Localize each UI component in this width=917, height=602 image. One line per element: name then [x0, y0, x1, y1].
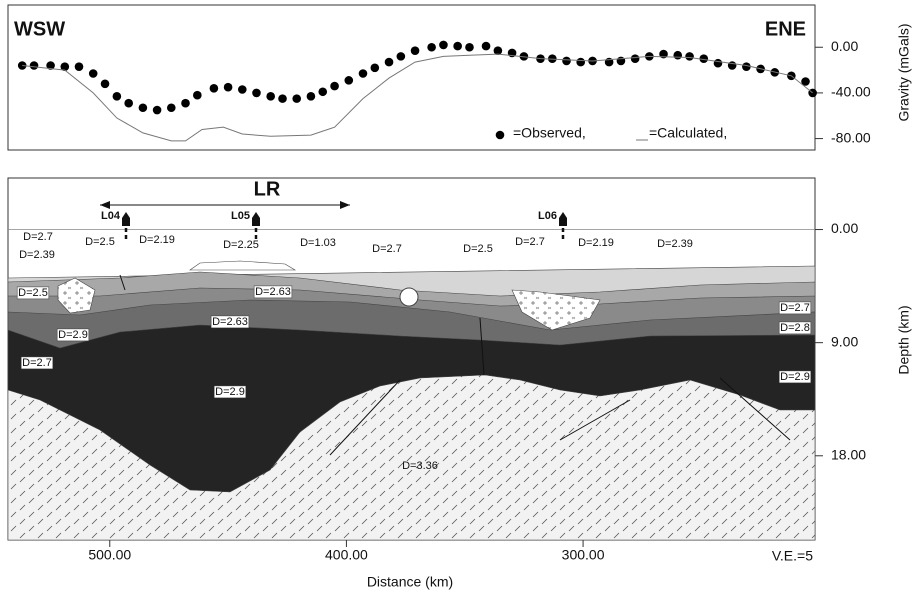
density-label: D=2.7: [23, 231, 53, 243]
station-label: L06: [538, 210, 557, 222]
observed-point: [453, 42, 462, 51]
observed-point: [266, 92, 275, 101]
x-axis-title: Distance (km): [367, 574, 453, 590]
observed-point: [113, 92, 122, 101]
density-label: D=2.8: [780, 322, 810, 334]
observed-point: [139, 103, 148, 112]
observed-point: [252, 89, 261, 98]
observed-point: [75, 62, 84, 71]
observed-point: [728, 61, 737, 70]
y-axis-title: Gravity (mGals): [896, 24, 912, 122]
density-label: D=2.63: [255, 286, 291, 298]
density-label: D=2.63: [212, 316, 248, 328]
left-label: WSW: [14, 18, 65, 40]
density-label: D=2.9: [780, 371, 810, 383]
station-marker: [122, 212, 130, 226]
density-label: D=2.5: [18, 287, 48, 299]
figure: 0.00 -40.00 -80.00 WSW ENE Gravity (mGals) =Ob…: [0, 0, 917, 597]
note: V.E.=5: [772, 548, 813, 564]
density-label: D=2.39: [19, 249, 55, 261]
observed-point: [124, 99, 133, 108]
density-label: D=3.36: [402, 460, 438, 472]
observed-point: [307, 92, 316, 101]
y-tick-label: 0.00: [831, 38, 858, 54]
density-label: D=2.7: [515, 236, 545, 248]
density-label: D=2.9: [58, 329, 88, 341]
station-label: L05: [231, 210, 250, 222]
observed-point: [482, 42, 491, 51]
observed-point: [210, 84, 219, 93]
y-tick-label: 18.00: [831, 446, 866, 462]
observed-point: [685, 52, 694, 61]
observed-point: [465, 43, 474, 52]
observed-point: [397, 52, 406, 61]
observed-point: [371, 63, 380, 72]
observed-point: [631, 54, 640, 63]
observed-point: [562, 57, 571, 66]
station-marker: [252, 212, 260, 226]
observed-point: [344, 76, 353, 85]
density-label: D=2.7: [22, 357, 52, 369]
x-tick-label: 500.00: [88, 547, 131, 563]
legend-marker: [496, 131, 505, 140]
y-tick-label: -40.00: [831, 84, 871, 100]
observed-point: [385, 58, 394, 67]
legend-label: =Calculated,: [649, 125, 727, 141]
observed-point: [30, 61, 39, 70]
observed-point: [330, 82, 339, 91]
density-label: D=2.25: [223, 239, 259, 251]
observed-point: [89, 69, 98, 78]
density-label: D=1.03: [300, 237, 336, 249]
observed-point: [193, 91, 202, 100]
intrusion: [400, 288, 418, 306]
cross-section: [8, 261, 815, 540]
y-tick-label: -80.00: [831, 129, 871, 145]
observed-point: [359, 69, 368, 78]
observed-point: [167, 103, 176, 112]
top-body: [190, 261, 295, 270]
density-label: D=2.19: [139, 234, 175, 246]
observed-point: [673, 51, 682, 60]
observed-point: [427, 43, 436, 52]
density-label: D=2.5: [463, 243, 493, 255]
observed-point: [318, 87, 327, 96]
density-label: D=2.5: [85, 236, 115, 248]
right-label: ENE: [765, 18, 806, 40]
observed-point: [576, 58, 585, 67]
observed-point: [439, 41, 448, 50]
observed-point: [238, 85, 247, 94]
density-label: D=2.7: [780, 302, 810, 314]
x-tick-label: 400.00: [325, 547, 368, 563]
observed-point: [153, 106, 162, 115]
observed-point: [224, 83, 233, 92]
station-label: L04: [101, 210, 121, 222]
x-tick-label: 300.00: [562, 547, 605, 563]
y-tick-label: 9.00: [831, 333, 858, 349]
density-label: D=2.39: [657, 238, 693, 250]
density-label: D=2.9: [215, 386, 245, 398]
observed-point: [101, 79, 110, 88]
profile-label: LR: [254, 178, 281, 200]
y-axis-title: Depth (km): [896, 305, 912, 374]
legend-label: =Observed,: [513, 125, 586, 141]
station-marker: [559, 212, 567, 226]
observed-point: [714, 59, 723, 68]
y-tick-label: 0.00: [831, 220, 858, 236]
observed-point: [278, 94, 287, 103]
observed-point: [181, 99, 190, 108]
density-label: D=2.7: [372, 243, 402, 255]
observed-point: [411, 46, 420, 55]
observed-point: [292, 94, 301, 103]
density-label: D=2.19: [578, 237, 614, 249]
